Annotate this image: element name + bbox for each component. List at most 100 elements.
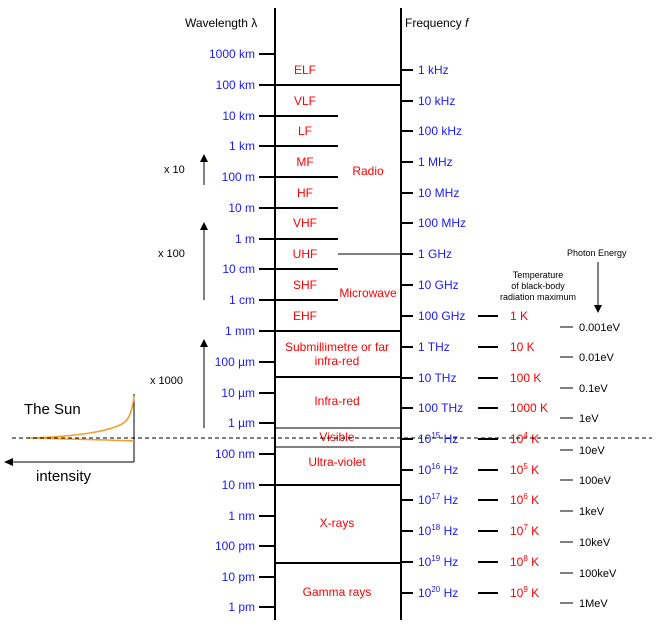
frequency-tick-label: 100 THz <box>418 401 463 415</box>
frequency-tick-label: 1 MHz <box>418 155 453 169</box>
wavelength-scale: 1000 km 100 km 10 km 1 km 100 m 10 m 1 m 10 cm 1… <box>209 47 275 614</box>
wavelength-tick-label: 100 pm <box>215 539 255 553</box>
scale-factor-x10: x 10 <box>164 154 208 185</box>
wavelength-tick-label: 10 m <box>228 201 255 215</box>
wavelength-tick-label: 1 cm <box>229 293 255 307</box>
temperature-label: 1 K <box>510 309 528 323</box>
frequency-tick-label: 1019 Hz <box>418 554 458 569</box>
wavelength-header: Wavelength λ <box>185 16 257 30</box>
temperature-scale: 1 K 10 K 100 K 1000 K 104 K 105 K 106 K 107 K 10… <box>478 309 548 600</box>
band-label: ELF <box>294 63 316 77</box>
band-label: MF <box>296 155 313 169</box>
scale-factor-x100: x 100 <box>158 222 208 300</box>
band-label: HF <box>297 186 313 200</box>
band-label: VLF <box>294 94 316 108</box>
frequency-tick-label: 1016 Hz <box>418 462 458 477</box>
frequency-tick-label: 100 kHz <box>418 124 462 138</box>
frequency-tick-label: 1020 Hz <box>418 585 458 600</box>
temperature-label: 105 K <box>510 462 539 477</box>
svg-text:Temperature: Temperature <box>513 270 564 280</box>
frequency-header: Frequency f <box>405 16 470 30</box>
temperature-label: 106 K <box>510 492 539 507</box>
wavelength-tick-label: 100 m <box>222 170 255 184</box>
wavelength-tick-label: 100 nm <box>215 447 255 461</box>
band-divider-lines <box>275 84 401 564</box>
wavelength-tick-label: 10 nm <box>222 478 255 492</box>
frequency-tick-label: 100 GHz <box>418 309 465 323</box>
band-label: LF <box>298 124 312 138</box>
wavelength-tick-label: 1000 km <box>209 47 255 61</box>
wavelength-tick-label: 100 µm <box>215 355 255 369</box>
wavelength-tick-label: 1 m <box>235 232 255 246</box>
frequency-tick-label: 1 THz <box>418 340 450 354</box>
temperature-header: Temperature of black-body radiation maxi… <box>500 270 576 302</box>
wavelength-tick-label: 1 pm <box>228 600 255 614</box>
temperature-label: 100 K <box>510 371 541 385</box>
frequency-tick-label: 10 MHz <box>418 186 459 200</box>
svg-text:x 10: x 10 <box>164 164 185 176</box>
far-ir-label-line1: Submillimetre or far <box>285 340 389 354</box>
band-label: EHF <box>293 309 317 323</box>
frequency-tick-label: 100 MHz <box>418 216 466 230</box>
intensity-arrowhead <box>4 458 13 466</box>
intensity-label: intensity <box>36 468 92 485</box>
photon-energy-label: 0.001eV <box>579 322 621 334</box>
infrared-label: Infra-red <box>314 394 359 408</box>
xrays-label: X-rays <box>320 516 355 530</box>
sun-label: The Sun <box>24 401 81 418</box>
wavelength-tick-label: 10 pm <box>222 570 255 584</box>
far-ir-label-line2: infra-red <box>315 354 360 368</box>
wavelength-tick-label: 10 µm <box>221 386 255 400</box>
temperature-label: 1000 K <box>510 401 548 415</box>
photon-energy-label: 10keV <box>579 537 611 549</box>
temperature-label: 108 K <box>510 554 539 569</box>
ultraviolet-label: Ultra-violet <box>308 455 366 469</box>
wavelength-tick-label: 1 nm <box>228 509 255 523</box>
wavelength-tick-label: 10 km <box>222 109 255 123</box>
photon-energy-label: 1MeV <box>579 598 608 610</box>
band-label: VHF <box>293 216 317 230</box>
band-label: UHF <box>293 247 318 261</box>
photon-energy-label: 10eV <box>579 445 605 457</box>
frequency-tick-label: 1017 Hz <box>418 492 458 507</box>
frequency-tick-label: 1015 Hz <box>418 431 458 446</box>
wavelength-tick-label: 1 km <box>229 139 255 153</box>
microwave-label: Microwave <box>339 286 397 300</box>
frequency-tick-label: 1 kHz <box>418 63 449 77</box>
wavelength-tick-label: 10 cm <box>222 262 255 276</box>
frequency-scale: 1 kHz 10 kHz 100 kHz 1 MHz 10 MHz 100 MHz 1 GH… <box>401 63 466 600</box>
frequency-tick-label: 10 kHz <box>418 94 455 108</box>
wavelength-tick-label: 1 µm <box>228 416 255 430</box>
temperature-label: 109 K <box>510 585 539 600</box>
photon-energy-label: 100keV <box>579 568 617 580</box>
photon-energy-label: 100eV <box>579 475 611 487</box>
sun-spectrum-sketch: The Sun intensity <box>4 394 135 485</box>
svg-text:x 1000: x 1000 <box>150 375 183 387</box>
svg-text:x 100: x 100 <box>158 248 185 260</box>
scale-factor-x1000: x 1000 <box>150 339 208 428</box>
radio-band-labels: ELF VLF LF MF HF VHF UHF SHF EHF <box>293 63 318 323</box>
temperature-label: 10 K <box>510 340 535 354</box>
wavelength-tick-label: 100 km <box>216 78 255 92</box>
svg-text:radiation maximum: radiation maximum <box>500 292 576 302</box>
band-label: SHF <box>293 278 317 292</box>
photon-energy-header: Photon Energy <box>567 248 627 258</box>
temperature-label: 104 K <box>510 431 539 446</box>
photon-energy-label: 1eV <box>579 413 599 425</box>
frequency-tick-label: 1 GHz <box>418 247 452 261</box>
photon-energy-label: 1keV <box>579 506 605 518</box>
frequency-tick-label: 1018 Hz <box>418 523 458 538</box>
photon-energy-scale: 0.001eV 0.01eV 0.1eV 1eV 10eV 100eV 1keV 10keV 1… <box>560 322 621 610</box>
frequency-tick-label: 10 GHz <box>418 278 459 292</box>
radio-label: Radio <box>352 164 384 178</box>
svg-text:of black-body: of black-body <box>511 281 565 291</box>
temperature-label: 107 K <box>510 523 539 538</box>
visible-label: Visible <box>319 430 354 444</box>
photon-energy-label: 0.1eV <box>579 383 608 395</box>
frequency-tick-label: 10 THz <box>418 371 456 385</box>
wavelength-tick-label: 1 mm <box>225 324 255 338</box>
photon-energy-label: 0.01eV <box>579 352 615 364</box>
gamma-rays-label: Gamma rays <box>303 585 372 599</box>
